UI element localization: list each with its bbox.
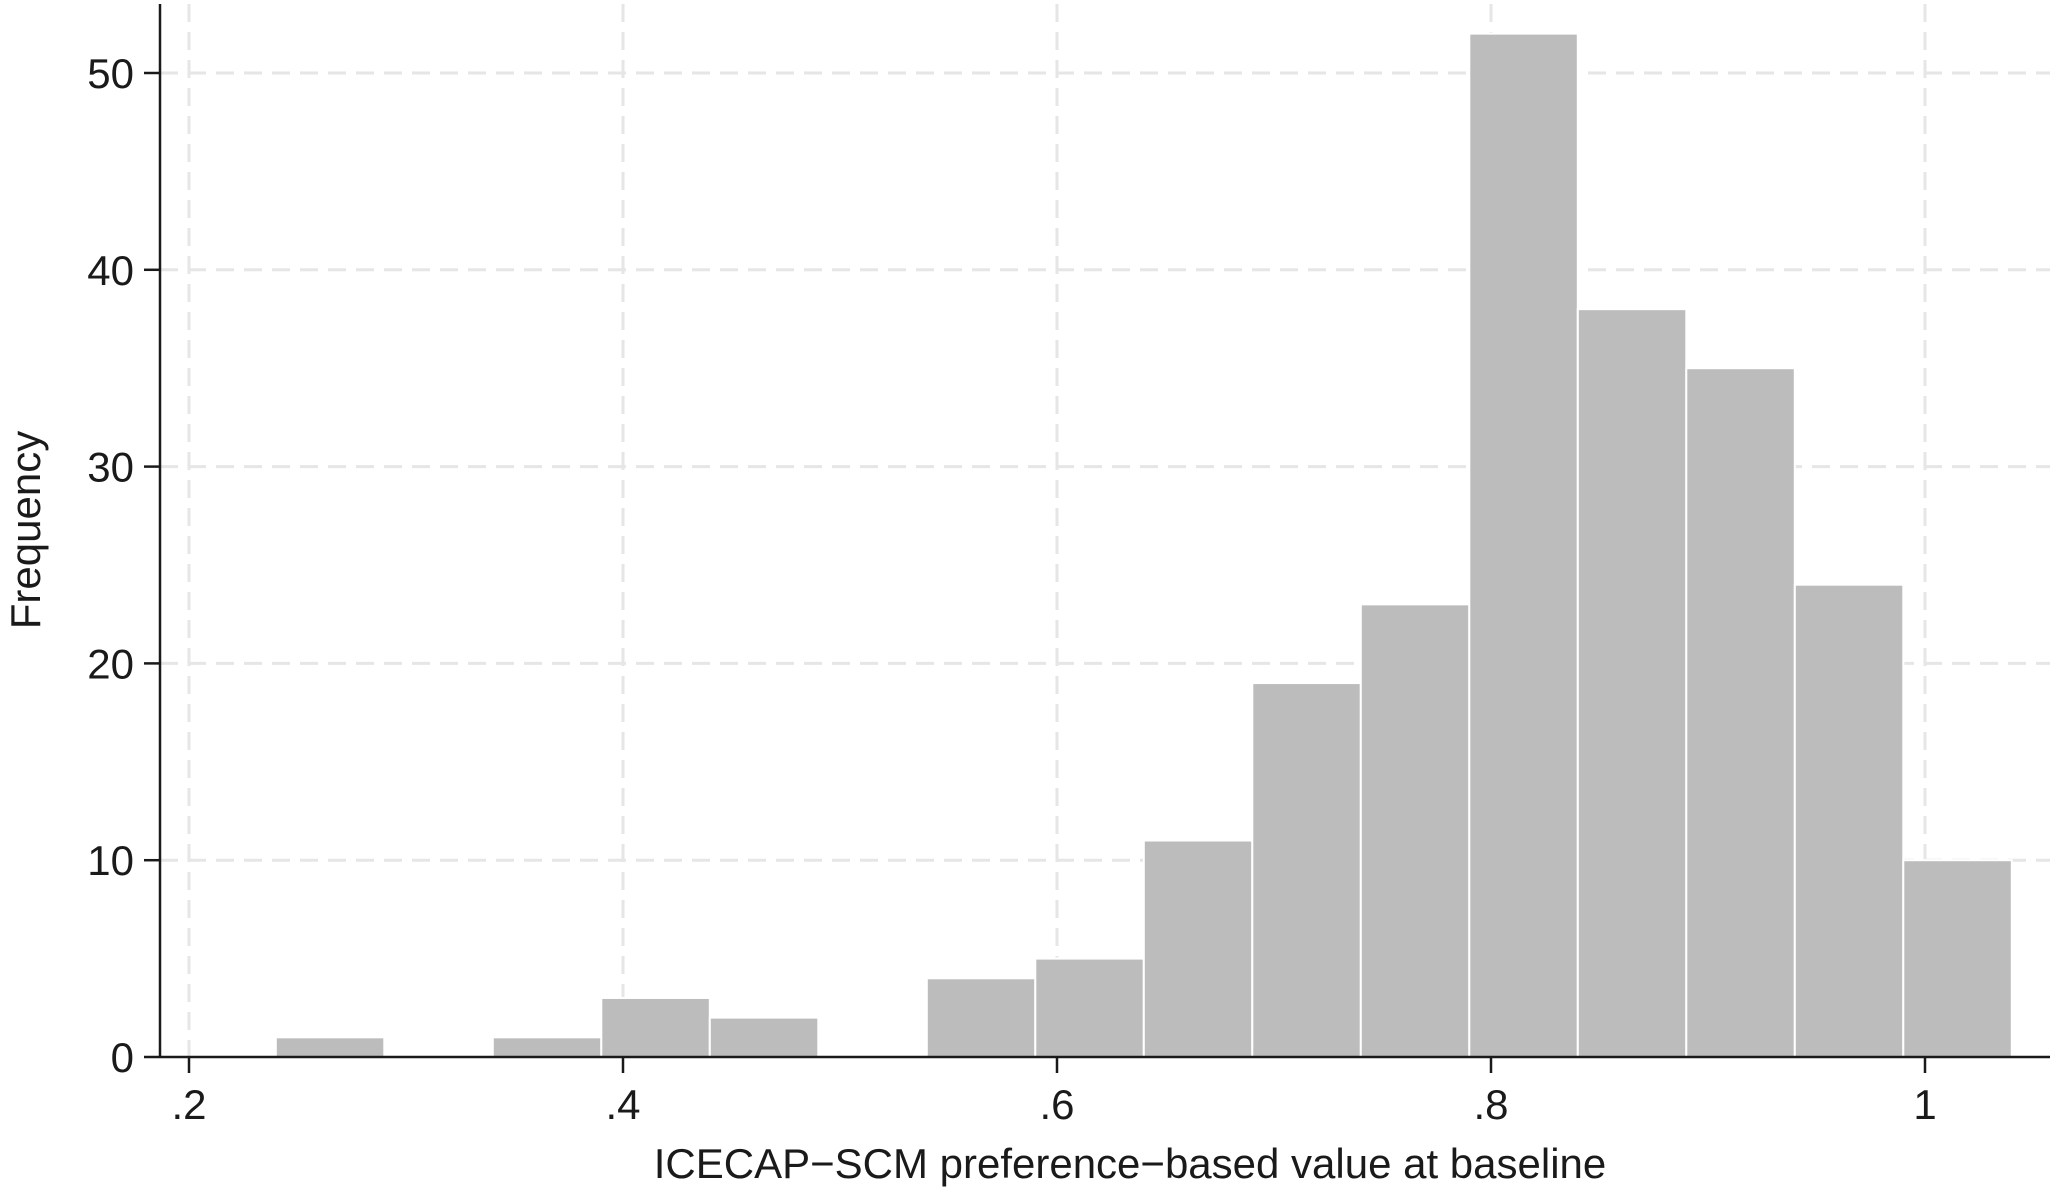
y-axis-ticks: 0 10 20 30 40 50 — [87, 50, 160, 1081]
y-axis-title: Frequency — [2, 431, 49, 629]
y-tick-label-0: 0 — [111, 1034, 134, 1081]
histogram-bar-7 — [1251, 682, 1362, 1059]
y-tick-label-5: 50 — [87, 50, 134, 97]
y-tick-label-4: 40 — [87, 247, 134, 294]
x-tick-label-1: .4 — [605, 1081, 640, 1128]
x-axis-title: ICECAP−SCM preference−based value at bas… — [654, 1140, 1607, 1187]
histogram-bar-9 — [1468, 32, 1579, 1058]
histogram-bar-0 — [274, 1036, 386, 1058]
x-tick-label-0: .2 — [171, 1081, 206, 1128]
x-tick-label-3: .8 — [1473, 1081, 1508, 1128]
histogram-bar-5 — [1034, 957, 1145, 1058]
histogram-bars — [274, 32, 2013, 1059]
y-tick-label-1: 10 — [87, 837, 134, 884]
x-tick-label-4: 1 — [1913, 1081, 1936, 1128]
histogram-bar-6 — [1142, 839, 1254, 1059]
x-tick-label-2: .6 — [1039, 1081, 1074, 1128]
axes — [158, 4, 2050, 1059]
histogram-bar-8 — [1359, 603, 1471, 1058]
histogram-bar-12 — [1793, 583, 1905, 1058]
histogram-bar-13 — [1902, 859, 2013, 1059]
histogram-bar-10 — [1576, 308, 1688, 1059]
y-tick-label-3: 30 — [87, 444, 134, 491]
y-tick-label-2: 20 — [87, 640, 134, 687]
histogram-bar-3 — [708, 1016, 820, 1059]
histogram-bar-1 — [491, 1036, 603, 1058]
histogram-bar-11 — [1685, 367, 1796, 1058]
x-axis-ticks: .2 .4 .6 .8 1 — [171, 1057, 1937, 1128]
histogram-bar-2 — [600, 996, 711, 1059]
histogram-bar-4 — [925, 977, 1037, 1059]
